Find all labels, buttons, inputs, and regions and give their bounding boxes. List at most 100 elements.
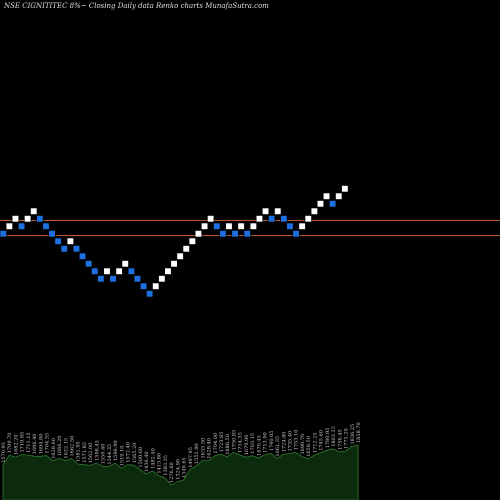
renko-brick	[72, 245, 80, 253]
price-label: 1552.90	[194, 443, 200, 464]
price-label: 1562.00	[88, 443, 94, 464]
price-label: 1703.15	[250, 433, 256, 454]
price-label: 1724.80	[281, 432, 287, 453]
price-label: 1858.70	[356, 422, 362, 443]
renko-brick	[48, 230, 56, 238]
renko-brick	[286, 222, 294, 230]
renko-brick	[304, 215, 312, 223]
renko-brick	[146, 290, 154, 298]
renko-brick	[255, 215, 264, 223]
renko-brick	[182, 245, 190, 253]
price-label: 1690.70	[300, 434, 306, 455]
price-label: 1482.40	[151, 448, 157, 469]
price-label: 1413.80	[157, 453, 163, 474]
renko-bricks	[0, 185, 349, 298]
renko-brick	[133, 275, 141, 283]
price-label: 1723.85	[219, 432, 225, 453]
renko-brick	[66, 237, 74, 245]
price-label: 1679.90	[244, 435, 250, 456]
renko-brick	[231, 230, 239, 238]
price-label: 1497.95	[188, 447, 194, 468]
renko-brick	[310, 207, 318, 215]
renko-brick	[85, 260, 93, 268]
price-label: 1682.20	[14, 434, 20, 455]
price-label: 1544.35	[107, 444, 113, 465]
renko-brick	[164, 267, 172, 275]
price-label: 1436.40	[144, 451, 150, 472]
renko-brick	[201, 222, 209, 230]
price-label: 1712.25	[312, 432, 318, 453]
price-label: 1570.95	[1, 442, 7, 463]
renko-brick	[103, 267, 111, 275]
renko-brick	[152, 282, 160, 290]
price-label: 1658.50	[306, 436, 312, 457]
volume-area	[2, 444, 359, 500]
price-label: 1713.90	[263, 432, 269, 453]
renko-brick	[54, 237, 62, 245]
renko-brick	[219, 230, 227, 238]
price-label: 1704.35	[45, 433, 51, 454]
price-label: 1780.95	[325, 428, 331, 449]
price-label: 1803.15	[331, 426, 337, 447]
price-label: 1709.70	[7, 433, 13, 454]
price-label: 1661.35	[275, 436, 281, 457]
price-label: 1550.40	[101, 444, 107, 465]
price-label: 1771.20	[344, 428, 350, 449]
renko-brick	[17, 222, 26, 230]
renko-brick	[60, 245, 68, 253]
renko-brick	[79, 252, 87, 260]
renko-brick	[5, 222, 13, 230]
price-label: 1581.95	[76, 441, 82, 462]
price-label: 1596.90	[113, 440, 119, 461]
price-label: 1753.10	[294, 430, 300, 451]
renko-brick	[176, 252, 184, 260]
price-label: 1714.35	[238, 432, 244, 453]
renko-brick	[316, 200, 325, 208]
renko-brick	[268, 215, 276, 223]
price-label: 1519.10	[119, 446, 125, 467]
price-label: 1666.20	[57, 436, 63, 457]
renko-brick	[280, 215, 288, 223]
price-label: 1670.45	[256, 435, 262, 456]
price-label: 1324.90	[175, 459, 181, 480]
renko-brick	[207, 215, 215, 223]
renko-brick	[24, 215, 32, 223]
renko-brick	[188, 237, 196, 245]
renko-brick	[249, 222, 257, 230]
renko-brick	[158, 275, 166, 283]
renko-brick	[115, 267, 123, 275]
renko-brick	[194, 230, 202, 238]
volume-panel: 1570.95 1709.70 1682.20 1719.85 1711.15 1696.…	[1, 422, 362, 500]
renko-brick	[213, 222, 221, 230]
price-label: 1696.40	[32, 434, 38, 455]
price-label: 1598.45	[94, 440, 100, 461]
price-label: 1756.45	[337, 429, 343, 450]
renko-brick	[298, 222, 306, 230]
renko-brick	[292, 230, 300, 238]
renko-brick	[36, 215, 44, 223]
renko-brick	[91, 267, 99, 275]
price-label: 1628.60	[51, 438, 57, 459]
price-label: 1633.50	[200, 438, 206, 459]
price-label: 1628.40	[207, 438, 213, 459]
renko-brick	[109, 275, 117, 283]
renko-brick	[341, 185, 349, 193]
price-label: 1735.40	[288, 431, 294, 452]
renko-brick	[322, 192, 331, 200]
price-label: 1711.15	[26, 432, 32, 453]
renko-brick	[243, 230, 251, 238]
price-label: 1276.60	[169, 462, 175, 483]
chart-title: NSE CIGNITITEC 8%~ Closing Daily data Re…	[3, 2, 269, 10]
price-label: 1662.50	[70, 436, 76, 457]
price-label: 1719.85	[20, 432, 26, 453]
price-label: 1740.05	[269, 431, 275, 452]
renko-brick	[335, 192, 343, 200]
renko-brick	[170, 260, 178, 268]
price-label: 1704.00	[213, 433, 219, 454]
renko-brick	[274, 207, 282, 215]
price-label: 1632.15	[63, 438, 69, 459]
price-label: 1500.60	[138, 447, 144, 468]
renko-brick	[127, 267, 135, 275]
